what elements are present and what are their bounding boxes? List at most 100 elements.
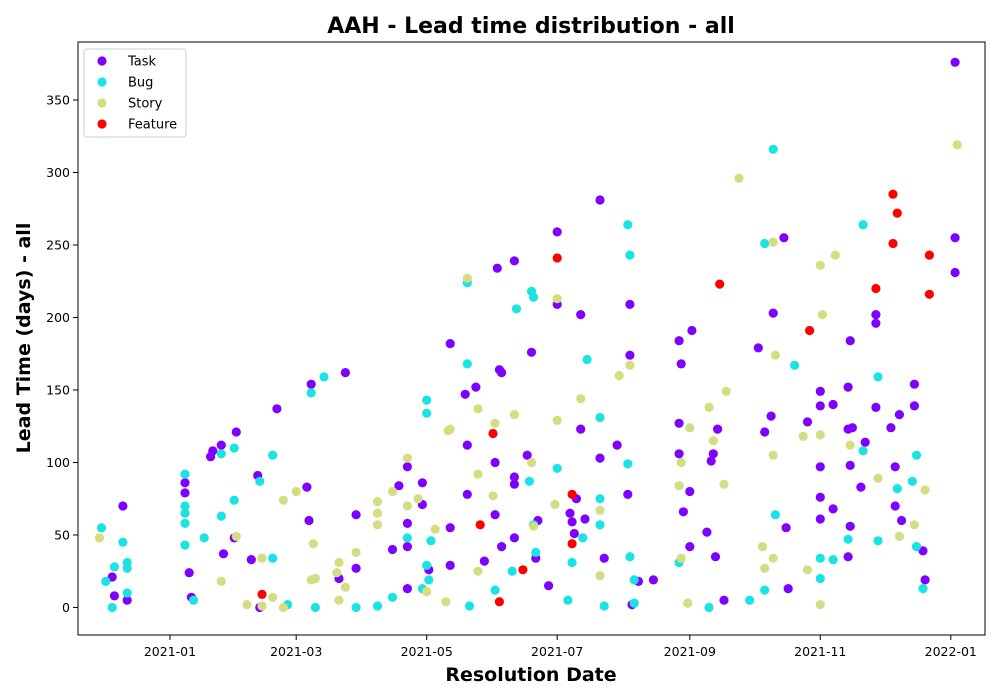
data-point [790,360,800,370]
data-point [595,571,605,581]
data-point [552,253,562,263]
legend-marker [97,98,107,108]
data-point [760,427,770,437]
data-point [278,602,288,613]
data-point [464,601,475,611]
data-point [708,449,718,459]
data-point [531,547,541,558]
data-point [118,537,128,547]
data-point [578,533,588,543]
data-point [445,339,455,349]
data-point [595,505,605,515]
legend-marker [97,77,107,87]
data-point [488,491,498,501]
data-point [509,256,519,266]
data-point [319,372,329,382]
data-point [306,388,316,398]
data-point [678,507,689,517]
data-point [802,417,813,427]
legend: Task Bug Story Feature [83,48,187,138]
data-point [623,489,633,499]
data-point [524,476,535,486]
data-point [180,469,190,479]
data-point [96,523,107,533]
data-point [402,518,412,529]
data-point [871,310,881,320]
y-tick-label: 150 [46,382,70,397]
data-point [845,440,855,450]
data-point [473,404,483,414]
y-tick-label: 350 [46,92,70,107]
data-point [845,521,855,531]
data-point [713,424,723,434]
data-point [924,250,935,260]
chart-title: AAH - Lead time distribution - all [327,14,735,39]
legend-marker [97,56,107,66]
data-point [351,563,361,573]
data-point [552,463,562,473]
data-point [473,469,483,479]
data-point [180,501,190,511]
data-point [911,542,922,552]
data-point [490,510,500,520]
data-point [188,595,199,605]
data-point [625,552,635,562]
data-point [417,478,427,488]
data-point [372,508,383,518]
data-point [815,492,825,502]
data-point [815,600,825,610]
data-point [509,410,519,420]
data-point [462,359,472,369]
data-point [760,563,770,573]
data-point [710,552,721,562]
data-point [255,476,265,486]
data-point [94,533,104,543]
data-point [745,595,755,605]
data-point [873,536,883,546]
data-point [676,359,686,369]
data-point [567,517,577,527]
data-point [291,486,301,497]
data-point [687,325,697,336]
data-point [815,553,825,563]
data-point [109,591,119,601]
data-point [648,575,659,585]
data-point [623,459,633,469]
data-point [629,575,639,585]
data-point [595,453,605,463]
data-point [372,497,383,507]
data-point [118,501,128,511]
data-point [492,263,502,273]
y-tick-label: 300 [46,165,70,180]
data-point [830,250,840,260]
data-point [272,404,282,414]
data-point [180,488,190,498]
data-point [107,602,117,613]
data-point [576,424,586,434]
data-point [892,208,902,218]
data-point [184,568,194,578]
data-point [595,195,605,205]
data-point [950,233,960,243]
data-point [890,501,900,511]
data-point [372,601,383,611]
data-point [208,446,218,456]
data-point [909,520,920,530]
data-point [216,511,226,521]
data-point [674,336,684,346]
data-point [779,233,789,243]
data-point [231,427,241,437]
data-point [817,310,828,320]
data-point [497,542,507,552]
data-point [757,542,768,552]
data-point [625,250,635,260]
data-point [422,395,432,405]
data-point [509,472,519,482]
data-point [216,440,226,450]
data-point [815,386,825,396]
data-point [257,589,267,600]
legend-label: Feature [128,118,177,133]
data-point [843,382,853,392]
data-point [582,354,592,365]
data-point [257,601,267,611]
